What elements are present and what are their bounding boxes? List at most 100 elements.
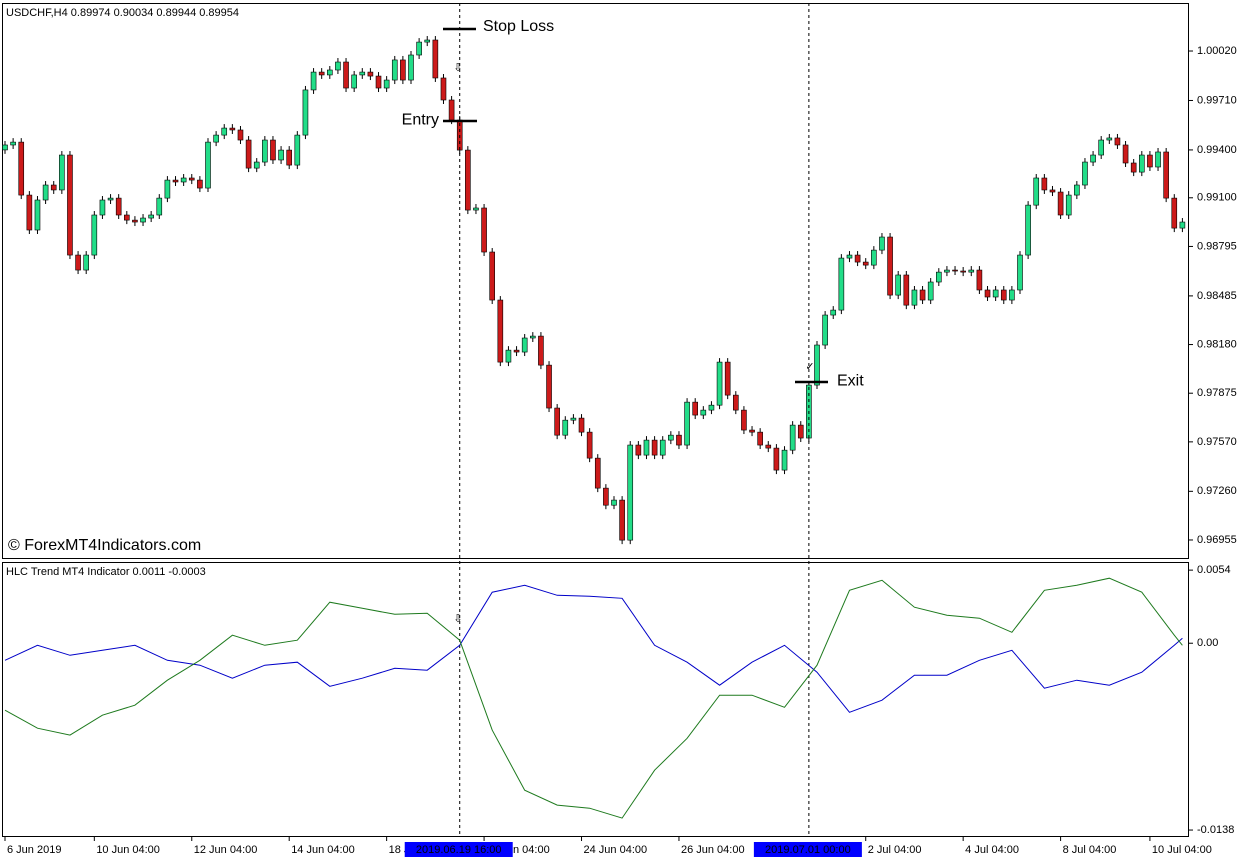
- candle-body: [700, 409, 707, 416]
- candle-body: [391, 59, 398, 81]
- candle-body: [854, 254, 861, 263]
- candle-body: [619, 499, 625, 541]
- candle-body: [554, 407, 560, 436]
- candle-body: [1065, 194, 1072, 216]
- candle-body: [611, 499, 617, 506]
- candle-body: [156, 197, 163, 216]
- candle-body: [960, 270, 966, 273]
- y-tick-label: 0.96955: [1197, 534, 1237, 546]
- candle-body: [107, 197, 114, 201]
- candle-body: [505, 349, 512, 363]
- candle-body: [773, 447, 780, 471]
- candle-body: [99, 199, 106, 216]
- candle-body: [538, 335, 544, 366]
- candle-body: [180, 177, 187, 183]
- candle-body: [440, 77, 447, 101]
- x-tick-label: 2 Jul 04:00: [868, 844, 922, 856]
- candle-body: [140, 217, 146, 223]
- x-tick-label: 14 Jun 04:00: [291, 844, 355, 856]
- candle-body: [148, 214, 154, 219]
- candle-body: [124, 214, 130, 221]
- candle-body: [1098, 139, 1104, 156]
- candle-body: [741, 409, 747, 431]
- candle-body: [270, 139, 276, 161]
- candle-body: [326, 69, 333, 76]
- candle-body: [229, 127, 236, 131]
- indicator-line: [4, 577, 1183, 819]
- candle-body: [1009, 289, 1015, 301]
- candle-body: [797, 424, 804, 439]
- candle-body: [692, 401, 699, 416]
- candle-body: [1000, 289, 1007, 301]
- candle-body: [935, 271, 942, 283]
- candle-body: [603, 487, 609, 506]
- candle-body: [992, 289, 999, 298]
- candle-body: [34, 199, 41, 231]
- candle-body: [822, 314, 828, 346]
- indicator-panel-frame: [2, 562, 1189, 837]
- y-tick-label: 0.0054: [1197, 564, 1231, 576]
- trade-level-label: Entry: [402, 111, 439, 128]
- candle-body: [1114, 137, 1121, 146]
- candle-body: [919, 289, 926, 301]
- candle-body: [1163, 151, 1169, 199]
- candle-body: [473, 207, 479, 211]
- candle-body: [1171, 197, 1178, 229]
- candle-body: [724, 361, 731, 396]
- candle-body: [903, 274, 910, 306]
- x-tick-label: 4 Jul 04:00: [965, 844, 1019, 856]
- candle-body: [262, 139, 268, 163]
- candle-body: [278, 149, 284, 161]
- candle-body: [164, 179, 171, 199]
- trade-level-label: Exit: [837, 372, 864, 389]
- candle-body: [1017, 254, 1023, 291]
- candle-body: [42, 184, 49, 201]
- candle-body: [1106, 137, 1113, 141]
- candle-body: [302, 89, 309, 136]
- candle-body: [286, 149, 293, 166]
- candle-body: [757, 431, 763, 446]
- candle-body: [659, 439, 666, 456]
- candle-body: [416, 41, 422, 56]
- candle-body: [448, 99, 455, 121]
- y-tick-label: 0.98485: [1197, 290, 1237, 302]
- chart-title: USDCHF,H4 0.89974 0.90034 0.89944 0.8995…: [6, 7, 239, 19]
- candle-body: [400, 59, 406, 81]
- candle-body: [253, 161, 260, 169]
- candle-body: [213, 134, 219, 143]
- candle-body: [1090, 154, 1096, 163]
- candle-body: [294, 134, 301, 166]
- x-tick-label: 10 Jun 04:00: [96, 844, 160, 856]
- candle-body: [643, 439, 650, 456]
- candle-body: [481, 207, 487, 253]
- candle-body: [67, 154, 73, 256]
- x-tick-label: 6 Jun 2019: [7, 844, 61, 856]
- candle-body: [237, 129, 244, 141]
- y-tick-label: 0.99400: [1197, 144, 1237, 156]
- y-tick-label: 1.00020: [1197, 45, 1237, 57]
- candle-body: [132, 219, 138, 223]
- candle-body: [765, 444, 772, 449]
- x-tick-label: 8 Jul 04:00: [1063, 844, 1117, 856]
- candle-body: [1025, 204, 1031, 256]
- x-tick-label: 26 Jun 04:00: [681, 844, 745, 856]
- candle-body: [944, 269, 950, 273]
- candle-body: [732, 394, 739, 411]
- candle-body: [838, 257, 845, 311]
- trade-level-label: Stop Loss: [483, 18, 554, 35]
- candle-body: [895, 274, 902, 296]
- candle-body: [521, 337, 528, 353]
- candle-body: [716, 361, 723, 406]
- candle-body: [984, 289, 991, 298]
- candle-body: [578, 417, 585, 433]
- candle-body: [1082, 161, 1088, 186]
- sell-arrow: ⇩: [453, 613, 462, 625]
- candle-body: [489, 251, 496, 301]
- candle-body: [513, 349, 520, 353]
- candle-body: [172, 179, 179, 183]
- candle-body: [59, 154, 65, 191]
- watermark: © ForexMT4Indicators.com: [8, 537, 201, 554]
- candle-body: [1041, 177, 1048, 191]
- candle-body: [310, 71, 317, 91]
- candle-body: [830, 309, 837, 316]
